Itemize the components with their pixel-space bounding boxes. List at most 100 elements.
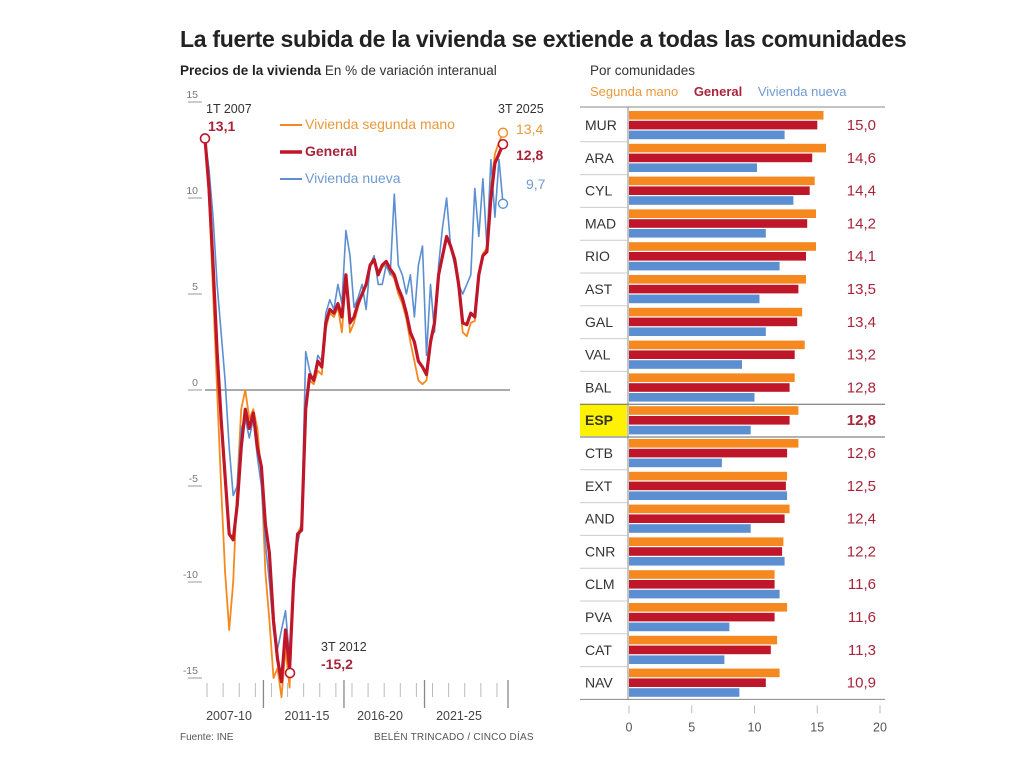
bar-vivienda-nueva-ara <box>629 163 757 172</box>
value-label-rio: 14,1 <box>847 248 876 265</box>
bar-segunda-mano-cyl <box>629 176 815 186</box>
bar-general-mur <box>629 120 818 130</box>
y-tick-label: 10 <box>186 185 198 197</box>
category-label-clm: CLM <box>585 576 615 592</box>
line-chart-subtitle: Precios de la vivienda En % de variación… <box>180 63 497 78</box>
x-tick-label: 20 <box>873 720 887 734</box>
value-label-mad: 14,2 <box>847 215 876 232</box>
category-label-mad: MAD <box>585 215 616 231</box>
annotation-value-1t2007: 13,1 <box>208 118 235 134</box>
y-tick-label: -15 <box>183 665 198 677</box>
bar-vivienda-nueva-cat <box>629 655 725 664</box>
annotation-label-3t2012: 3T 2012 <box>321 640 367 654</box>
line-general <box>203 138 505 684</box>
bar-general-cnr <box>629 547 783 556</box>
bar-general-val <box>629 350 795 359</box>
value-label-gal: 13,4 <box>847 314 876 331</box>
bar-vivienda-nueva-cnr <box>629 557 785 566</box>
legend-line-segunda-mano-label: Vivienda segunda mano <box>305 116 455 132</box>
category-label-and: AND <box>585 511 615 527</box>
bar-vivienda-nueva-bal <box>629 393 755 402</box>
marker-3t2012 <box>284 667 296 679</box>
legend-segunda-mano: Segunda mano <box>590 84 679 99</box>
category-label-cnr: CNR <box>585 543 615 559</box>
bar-segunda-mano-ara <box>629 143 826 153</box>
bar-general-gal <box>629 317 798 327</box>
legend-line-vivienda-nueva-label: Vivienda nueva <box>305 170 401 186</box>
category-label-rio: RIO <box>585 248 610 264</box>
bar-vivienda-nueva-clm <box>629 589 780 599</box>
bar-vivienda-nueva-cyl <box>629 196 794 205</box>
bar-vivienda-nueva-ast <box>629 294 760 304</box>
marker-end-nueva <box>497 198 509 209</box>
bar-general-ara <box>629 153 813 163</box>
bar-vivienda-nueva-esp <box>629 425 751 435</box>
category-label-bal: BAL <box>585 379 612 395</box>
bar-segunda-mano-mur <box>629 111 824 120</box>
bar-segunda-mano-clm <box>629 570 775 579</box>
bar-segunda-mano-ctb <box>629 439 799 448</box>
category-label-ast: AST <box>585 281 613 297</box>
x-group-label: 2016-20 <box>357 709 403 723</box>
x-group-label: 2021-25 <box>436 709 482 723</box>
category-label-gal: GAL <box>585 314 613 330</box>
value-label-cyl: 14,4 <box>847 183 876 200</box>
bar-vivienda-nueva-ctb <box>629 458 722 468</box>
bar-chart-legend: Segunda mano General Vivienda nueva <box>590 84 859 99</box>
bar-chart-title: Por comunidades <box>590 63 696 78</box>
bar-segunda-mano-pva <box>629 603 788 612</box>
bar-segunda-mano-cat <box>629 635 778 645</box>
bar-general-bal <box>629 383 790 392</box>
bar-general-and <box>629 514 785 523</box>
category-label-ext: EXT <box>585 478 613 494</box>
marker-end-segunda <box>497 127 509 138</box>
value-label-bal: 12,8 <box>847 379 876 396</box>
bar-segunda-mano-ast <box>629 275 806 284</box>
annotation-value-end-nueva: 9,7 <box>526 176 546 192</box>
x-tick-label: 5 <box>688 720 695 734</box>
value-label-pva: 11,6 <box>848 609 876 626</box>
category-label-ctb: CTB <box>585 445 613 461</box>
bar-general-ext <box>629 481 786 491</box>
bar-vivienda-nueva-pva <box>629 622 730 632</box>
value-label-cnr: 12,2 <box>847 543 876 560</box>
bar-general-mad <box>629 219 808 228</box>
bar-segunda-mano-esp <box>629 406 799 415</box>
annotation-value-end-general: 12,8 <box>516 147 543 163</box>
value-label-ara: 14,6 <box>847 150 876 167</box>
bar-segunda-mano-cnr <box>629 537 784 546</box>
value-label-ext: 12,5 <box>847 478 876 495</box>
y-tick-label: -5 <box>189 473 198 485</box>
category-label-esp: ESP <box>585 412 613 428</box>
marker-end-general <box>497 138 509 150</box>
line-chart-unit: En % de variación interanual <box>324 63 497 78</box>
bar-general-clm <box>629 580 775 589</box>
x-tick-label: 15 <box>810 720 824 734</box>
category-label-nav: NAV <box>585 675 613 691</box>
y-tick-label: 15 <box>186 89 198 101</box>
value-label-clm: 11,6 <box>848 576 876 593</box>
y-tick-label: -10 <box>183 569 198 581</box>
bar-general-ctb <box>629 448 788 458</box>
bar-segunda-mano-and <box>629 504 790 514</box>
category-label-mur: MUR <box>585 117 617 133</box>
bar-segunda-mano-gal <box>629 307 803 317</box>
bar-general-cat <box>629 645 771 655</box>
bar-vivienda-nueva-mad <box>629 229 766 238</box>
annotation-value-end-segunda: 13,4 <box>516 121 543 137</box>
x-group-label: 2007-10 <box>206 709 252 723</box>
bar-general-esp <box>629 416 790 425</box>
bar-segunda-mano-rio <box>629 242 816 251</box>
legend-line-general-label: General <box>305 143 357 159</box>
value-label-ast: 13,5 <box>847 281 876 298</box>
value-label-val: 13,2 <box>847 347 876 364</box>
bar-vivienda-nueva-gal <box>629 327 766 336</box>
bar-segunda-mano-ext <box>629 471 788 481</box>
x-tick-label: 0 <box>626 720 633 734</box>
y-tick-label: 5 <box>192 281 198 293</box>
value-label-esp: 12,8 <box>847 412 876 429</box>
bar-vivienda-nueva-rio <box>629 261 780 271</box>
bar-vivienda-nueva-ext <box>629 491 788 500</box>
credit-note: BELÉN TRINCADO / CINCO DÍAS <box>374 732 534 743</box>
